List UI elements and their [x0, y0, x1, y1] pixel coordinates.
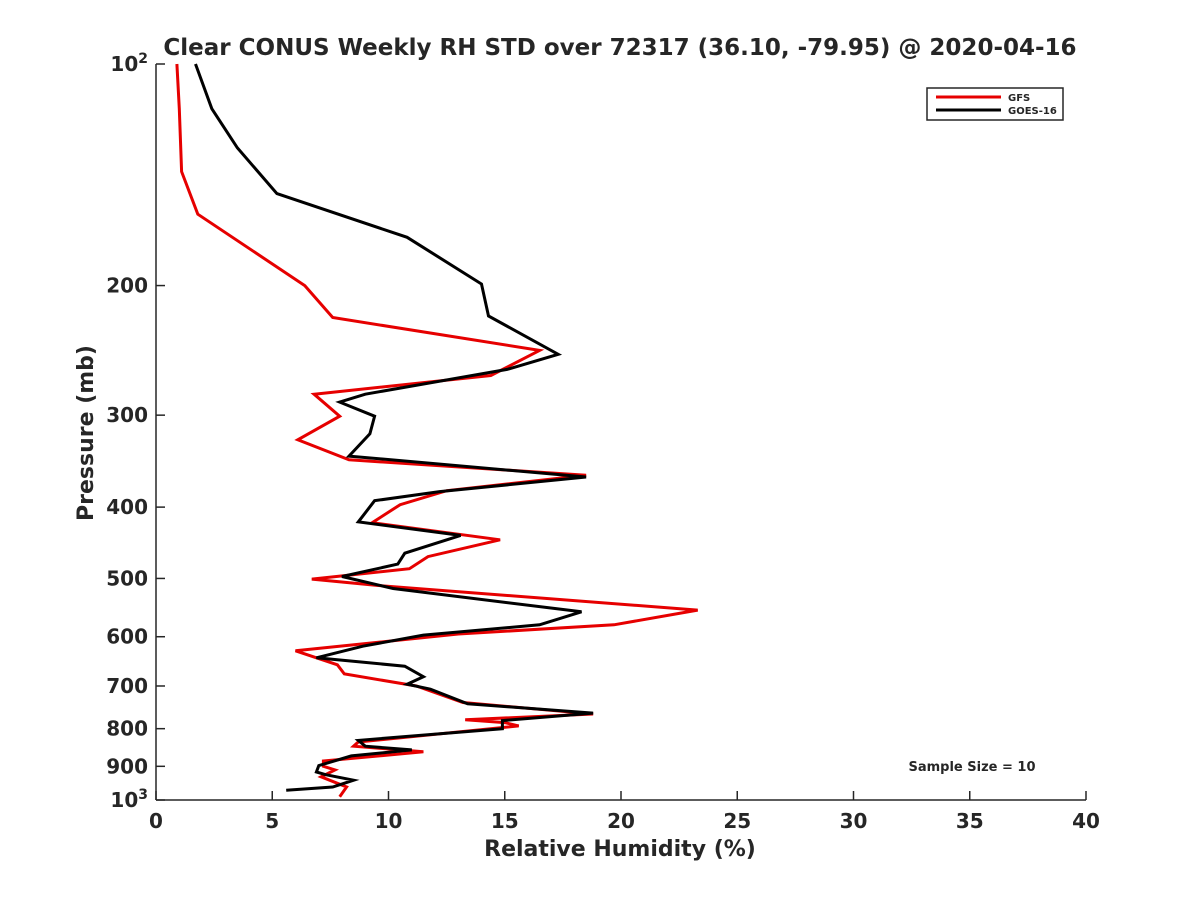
x-tick-label: 40 — [1072, 809, 1100, 833]
legend-label: GOES-16 — [1008, 106, 1057, 117]
legend: GFS GOES-16 — [926, 87, 1064, 121]
series-line-goes-16 — [194, 63, 594, 792]
x-tick-label: 10 — [375, 809, 403, 833]
y-tick-label: 800 — [106, 717, 148, 741]
x-tick-label: 0 — [149, 809, 163, 833]
sample-size-annotation: Sample Size = 10 — [908, 760, 1035, 775]
x-tick-label: 30 — [840, 809, 868, 833]
y-tick-label: 900 — [106, 754, 148, 778]
y-tick-label: 600 — [106, 625, 148, 649]
x-tick-label: 35 — [956, 809, 984, 833]
y-tick-label: 103 — [110, 787, 148, 812]
y-tick-label: 300 — [106, 403, 148, 427]
x-axis: 0 5 10 15 20 25 30 35 40 — [149, 791, 1100, 833]
y-axis: 102 200 300 400 500 600 700 800 900 103 — [106, 51, 165, 812]
y-axis-label: Pressure (mb) — [74, 345, 99, 521]
y-tick-label: 102 — [110, 51, 148, 76]
y-tick-label: 400 — [106, 495, 148, 519]
y-tick-label: 700 — [106, 674, 148, 698]
y-tick-label: 200 — [106, 274, 148, 298]
legend-items: GFS GOES-16 — [936, 93, 1057, 117]
x-tick-label: 15 — [491, 809, 519, 833]
x-tick-label: 20 — [607, 809, 635, 833]
series-lines — [175, 63, 698, 798]
legend-box — [926, 87, 1064, 121]
x-axis-label: Relative Humidity (%) — [484, 837, 756, 862]
legend-label: GFS — [1008, 93, 1030, 104]
chart-title: Clear CONUS Weekly RH STD over 72317 (36… — [163, 35, 1076, 61]
x-tick-label: 5 — [265, 809, 279, 833]
x-tick-label: 25 — [723, 809, 751, 833]
y-tick-label: 500 — [106, 566, 148, 590]
